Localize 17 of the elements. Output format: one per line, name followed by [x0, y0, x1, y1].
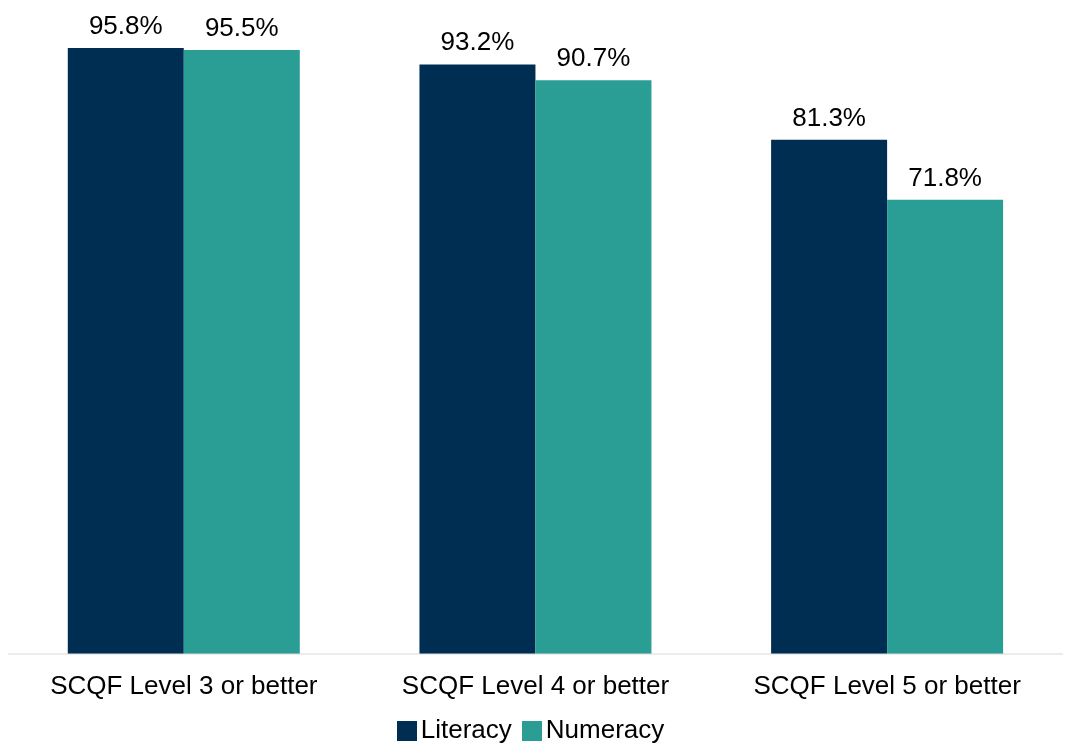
x-tick-label: SCQF Level 4 or better — [401, 670, 670, 701]
legend-label: Numeracy — [545, 714, 665, 744]
data-label: 93.2% — [440, 26, 515, 57]
bar — [419, 64, 536, 654]
bar — [535, 80, 652, 654]
bar — [887, 199, 1004, 654]
legend-label: Literacy — [420, 714, 512, 744]
data-label: 71.8% — [908, 161, 982, 192]
data-label: 95.8% — [88, 10, 163, 40]
bar — [67, 48, 184, 654]
x-tick-label: SCQF Level 5 or better — [753, 670, 1022, 701]
x-tick-label: SCQF Level 3 or better — [50, 670, 318, 701]
bar — [771, 139, 888, 654]
data-label: 81.3% — [792, 101, 866, 132]
data-label: 95.5% — [204, 11, 279, 42]
bar — [183, 49, 300, 654]
data-label: 90.7% — [556, 42, 631, 73]
